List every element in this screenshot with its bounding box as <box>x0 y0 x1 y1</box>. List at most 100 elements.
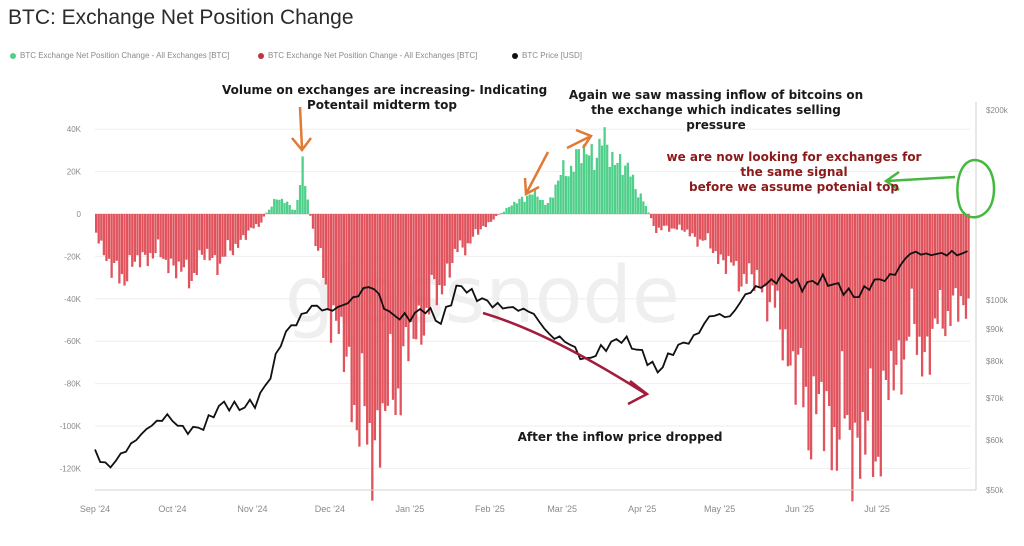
bar <box>830 214 833 471</box>
bar <box>755 214 759 270</box>
bar <box>745 214 748 284</box>
bar <box>267 209 271 214</box>
bar <box>926 214 929 337</box>
bar <box>433 214 436 280</box>
bar <box>959 214 962 297</box>
bar <box>404 214 408 328</box>
y-right-tick-label: $60k <box>986 436 1004 445</box>
bar <box>389 214 392 334</box>
bar <box>562 160 565 214</box>
bar <box>686 214 689 230</box>
bar <box>128 214 131 256</box>
legend-item-negative[interactable]: BTC Exchange Net Position Change - All E… <box>258 51 477 60</box>
bar <box>322 214 325 279</box>
bar <box>190 214 193 281</box>
bar <box>753 214 756 291</box>
bar <box>482 214 485 227</box>
bar <box>293 210 297 214</box>
legend-item-positive[interactable]: BTC Exchange Net Position Change - All E… <box>10 51 229 60</box>
y-left-tick-label: -20K <box>64 252 82 261</box>
bar <box>554 184 557 214</box>
bar <box>835 214 839 471</box>
bar <box>495 214 498 217</box>
bar <box>371 214 374 501</box>
bar <box>208 214 211 261</box>
bar <box>544 205 547 214</box>
bar <box>590 144 593 214</box>
bar <box>242 214 245 236</box>
bar <box>162 214 165 259</box>
y-right-tick-label: $80k <box>986 357 1004 366</box>
bar <box>391 214 395 400</box>
bar <box>177 214 180 262</box>
bar <box>262 214 266 217</box>
bar <box>567 176 570 214</box>
bar <box>345 214 348 357</box>
x-tick-label: May '25 <box>704 504 735 514</box>
bar <box>910 214 913 289</box>
bar <box>649 214 653 219</box>
bar <box>280 198 284 214</box>
x-tick-label: Dec '24 <box>315 504 345 514</box>
bar <box>815 214 818 415</box>
bar <box>551 197 555 214</box>
bar <box>600 145 604 214</box>
bar <box>291 209 294 214</box>
bar <box>652 214 655 226</box>
bar <box>270 206 273 214</box>
bar <box>918 214 921 337</box>
bar <box>273 198 276 214</box>
bar <box>169 214 173 259</box>
bar <box>629 176 632 214</box>
bar <box>616 163 619 214</box>
x-tick-label: Apr '25 <box>628 504 656 514</box>
bar <box>789 214 792 366</box>
bar <box>585 154 588 214</box>
bar <box>487 214 490 223</box>
bar <box>572 171 575 214</box>
bar <box>105 214 108 262</box>
bar <box>946 214 950 312</box>
bar <box>360 214 364 354</box>
bar <box>714 214 717 252</box>
bar <box>474 214 477 230</box>
bar <box>510 205 513 214</box>
bar <box>696 214 699 247</box>
bar <box>141 214 144 253</box>
bar <box>402 214 405 347</box>
bar <box>820 214 823 382</box>
bar <box>683 214 686 232</box>
bar <box>861 214 864 412</box>
bar <box>417 214 420 306</box>
bar <box>595 157 599 214</box>
bar <box>249 214 253 228</box>
bar <box>856 214 859 438</box>
bar <box>624 165 627 214</box>
bar <box>719 214 722 255</box>
bar <box>226 214 229 241</box>
x-tick-label: Jan '25 <box>396 504 425 514</box>
bar <box>363 214 366 407</box>
bar <box>541 199 544 214</box>
annotation-arrow-1-head <box>291 137 312 153</box>
bar <box>100 214 103 241</box>
bar <box>717 214 720 264</box>
bar <box>327 214 330 311</box>
bar <box>580 163 583 214</box>
bar <box>678 214 681 225</box>
bar <box>944 214 947 337</box>
bar <box>244 214 247 240</box>
bar <box>887 214 890 401</box>
bar <box>136 214 139 256</box>
bar <box>626 162 629 214</box>
legend-label-positive: BTC Exchange Net Position Change - All E… <box>20 51 230 60</box>
bar <box>797 214 800 355</box>
bar <box>138 214 142 268</box>
bar <box>125 214 129 282</box>
bar <box>647 212 650 214</box>
bar <box>205 214 209 249</box>
legend-item-price[interactable]: BTC Price [USD] <box>512 51 582 60</box>
bar <box>144 214 147 255</box>
bar <box>440 214 444 295</box>
